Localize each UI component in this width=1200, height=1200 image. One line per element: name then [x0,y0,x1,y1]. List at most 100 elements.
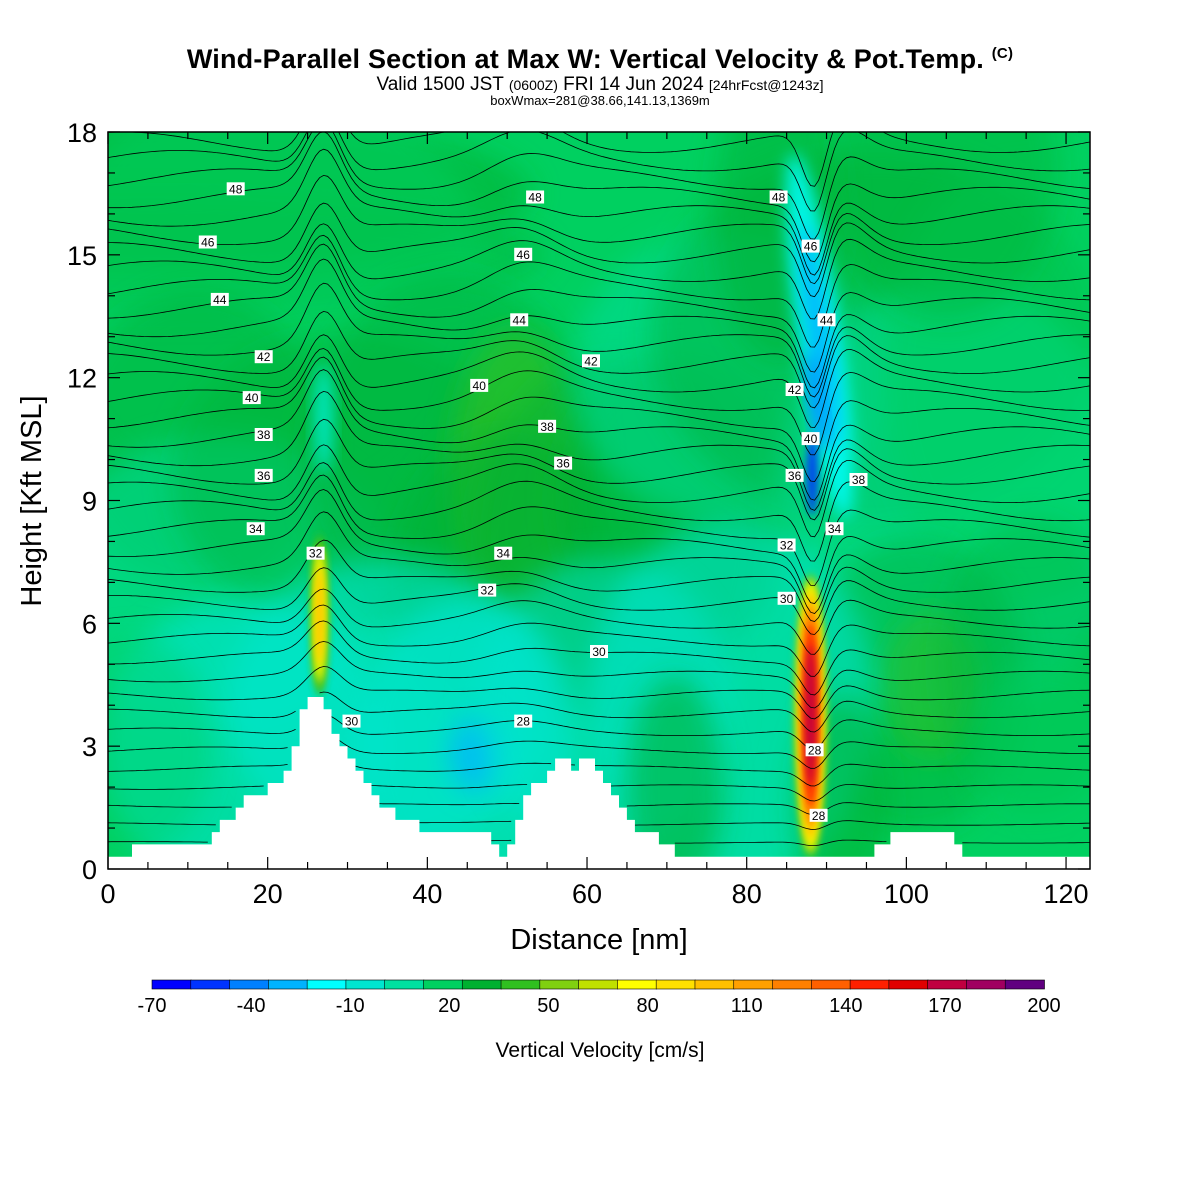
theta-contour [108,390,1090,511]
valid-date: FRI 14 Jun 2024 [563,74,704,95]
colorbar-swatch [539,979,580,990]
colorbar-swatch [190,979,231,990]
theta-label-bg [825,522,844,536]
theta-contour [108,418,1090,521]
y-tick-label: 12 [67,364,97,394]
theta-label-bg [805,743,824,757]
theta-contour [108,641,1090,709]
theta-contour [108,539,1090,622]
colorbar-swatch [500,979,541,990]
theta-label-text: 48 [229,182,243,196]
colorbar-swatch [927,979,968,990]
theta-contour [108,666,1090,720]
colorbar-label: 20 [438,995,460,1017]
theta-contour-labels: 48 48 48 46 46 46 44 44 44 42 42 42 40 40 40 38 38 38 36 36… [198,182,868,823]
theta-label-text: 36 [788,469,802,483]
copyright-mark: (C) [991,45,1014,62]
colorbar-swatch [151,979,192,990]
theta-contour [108,839,1090,846]
theta-label-bg [254,428,273,441]
colorbar-label: 200 [1027,995,1060,1017]
theta-label-text: 36 [257,469,271,483]
theta-label-text: 28 [808,743,822,757]
theta-label-text: 40 [473,379,487,393]
theta-label: 48 [769,190,788,205]
colorbar-swatch [578,979,619,990]
colorbar: -70 -40 -10 20 50 80 110 140 170 200 [138,979,1061,1017]
theta-label-bg [494,546,513,560]
theta-label-bg [470,378,489,392]
theta-contours [108,132,1090,846]
theta-label-bg [809,808,828,822]
theta-label: 34 [494,546,513,561]
theta-label-bg [198,235,217,249]
theta-label-bg [554,456,573,470]
theta-contour [108,802,1090,816]
theta-contour [108,234,1090,348]
theta-label: 38 [538,419,557,434]
y-tick-label: 6 [82,609,97,639]
theta-contour [108,334,1090,429]
colorbar-swatch [229,979,270,990]
theta-label-bg [526,190,545,204]
theta-label: 38 [849,473,868,487]
chart-subtitle-2: boxWmax=281@38.66,141.13,1369m [490,93,710,108]
theta-label: 36 [254,468,273,483]
theta-label: 30 [590,645,608,659]
theta-label-bg [817,313,836,327]
y-tick-label: 3 [82,732,97,762]
x-axis-title: Distance [nm] [510,924,687,956]
theta-label: 38 [254,428,273,442]
theta-label-bg [785,383,804,396]
theta-contour [108,511,1090,614]
theta-contour [108,691,1090,733]
theta-label-bg [785,468,804,482]
theta-label-text: 32 [309,547,323,561]
theta-contour [108,174,1090,285]
colorbar-swatch [306,979,347,990]
theta-label-text: 46 [804,240,818,254]
colorbar-label: -70 [138,995,167,1017]
theta-label-bg [246,522,265,536]
theta-contour [108,474,1090,587]
colorbar-swatch [423,979,464,990]
theta-label-bg [510,313,529,327]
colorbar-label: -10 [336,995,365,1017]
theta-label: 46 [514,247,533,262]
theta-label: 42 [582,354,600,368]
theta-label: 42 [254,350,273,364]
theta-label-text: 44 [213,293,227,307]
theta-label: 28 [809,808,828,823]
colorbar-swatch [617,979,657,990]
theta-contour [108,784,1090,802]
theta-contour [108,148,1090,276]
chart-title-text: Wind-Parallel Section at Max W: Vertical… [186,44,985,74]
colorbar-label: 110 [731,995,763,1017]
theta-label: 32 [306,546,325,561]
theta-label-text: 30 [592,645,606,659]
theta-contour [108,223,1090,320]
downdraft-core [806,351,827,453]
theta-label-text: 36 [556,457,570,471]
theta-label: 42 [785,383,804,397]
theta-label-bg [777,591,796,605]
colorbar-swatch [733,979,774,990]
theta-label: 36 [785,468,804,483]
theta-contour [108,489,1090,604]
x-tick-label: 60 [572,879,602,909]
theta-label: 40 [470,378,489,393]
theta-label-text: 28 [812,809,826,823]
theta-label-bg [242,391,261,405]
theta-label: 28 [805,743,824,757]
theta-contour [108,132,1090,187]
theta-label-text: 32 [481,584,495,598]
theta-label-bg [254,468,273,482]
theta-label-text: 38 [540,420,554,434]
theta-label-bg [777,538,796,552]
theta-label: 48 [226,182,245,196]
chart-title: Wind-Parallel Section at Max W: Vertical… [0,44,1200,75]
terrain [108,697,1090,869]
theta-contour [108,762,1090,787]
theta-label-text: 30 [345,715,359,729]
